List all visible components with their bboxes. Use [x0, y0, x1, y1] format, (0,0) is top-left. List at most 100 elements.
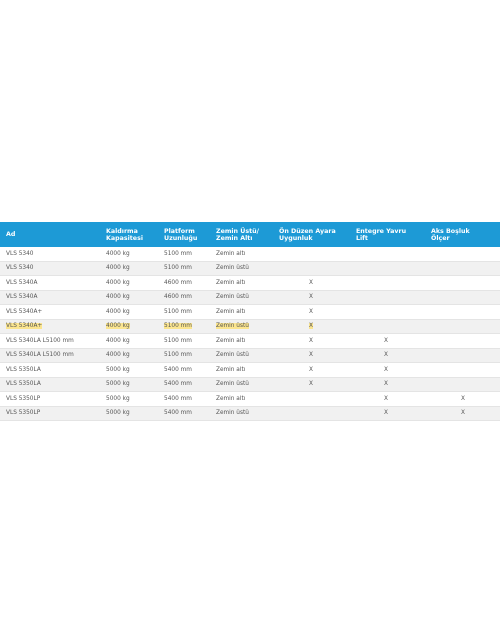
cell-text: Zemin altı [216, 250, 246, 257]
table-cell: VLS 5340 [0, 265, 100, 271]
cell-text: 5000 kg [106, 395, 130, 402]
header-cell: Kaldırma Kapasitesi [106, 227, 143, 242]
cell-text: X [461, 410, 465, 417]
table-cell: 5000 kg [100, 396, 158, 402]
cell-text: Zemin altı [216, 308, 246, 315]
table-row: VLS 5340 4000 kg 5100 mm Zemin altı [0, 247, 500, 262]
table-cell: 4000 kg [100, 265, 158, 271]
table-row: VLS 5340A 4000 kg 4600 mm Zemin altı X [0, 276, 500, 291]
cell-text: X [309, 308, 313, 315]
cell-text: X [384, 410, 388, 417]
table-cell: 5100 mm [158, 338, 210, 344]
table-cell: Zemin üstü [210, 294, 273, 300]
cell-text: VLS 5340LA L5100 mm [6, 352, 74, 359]
cell-text: X [309, 337, 313, 344]
table-row: VLS 5340A+ 4000 kg 5100 mm Zemin altı X [0, 305, 500, 320]
table-cell: X [273, 352, 350, 358]
header-cell: Ad [6, 231, 16, 238]
table-cell: X [350, 396, 425, 402]
cell-text: X [309, 381, 313, 388]
cell-text: VLS 5340A+ [6, 323, 43, 330]
table-cell: Zemin altı [210, 338, 273, 344]
table-cell: Zemin altı [210, 396, 273, 402]
cell-text: X [309, 279, 313, 286]
table-cell: VLS 5340LA L5100 mm [0, 338, 100, 344]
header-cell: Platform Uzunluğu [164, 227, 198, 242]
table-cell: Zemin üstü [210, 381, 273, 387]
table-cell: X [273, 294, 350, 300]
table-cell: VLS 5340LA L5100 mm [0, 352, 100, 358]
table-cell: VLS 5350LA [0, 367, 100, 373]
cell-text: VLS 5340A [6, 279, 38, 286]
table-cell: 4000 kg [100, 323, 158, 330]
cell-text: X [309, 323, 313, 330]
table-cell: 5000 kg [100, 367, 158, 373]
cell-text: X [309, 366, 313, 373]
table-cell: VLS 5340A [0, 294, 100, 300]
cell-text: 4000 kg [106, 250, 130, 257]
table-cell: 5100 mm [158, 265, 210, 271]
table-row: VLS 5350LP 5000 kg 5400 mm Zemin altı X X [0, 392, 500, 407]
cell-text: VLS 5340A+ [6, 308, 43, 315]
table-cell: VLS 5340 [0, 251, 100, 257]
table-cell: 5400 mm [158, 367, 210, 373]
table-cell: X [350, 367, 425, 373]
cell-text: 4600 mm [164, 294, 192, 301]
table-row: VLS 5340LA L5100 mm 4000 kg 5100 mm Zemin ü… [0, 348, 500, 363]
cell-text: X [384, 395, 388, 402]
header-cell: Zemin Üstü/ Zemin Altı [216, 227, 259, 242]
table-cell: X [273, 280, 350, 286]
table-cell: X [350, 352, 425, 358]
table-cell: 5100 mm [158, 323, 210, 330]
table-row: VLS 5340A 4000 kg 4600 mm Zemin üstü X [0, 290, 500, 305]
cell-text: VLS 5350LP [6, 410, 41, 417]
table-row: VLS 5340LA L5100 mm 4000 kg 5100 mm Zemin a… [0, 334, 500, 349]
table-cell: Zemin üstü [210, 352, 273, 358]
cell-text: Zemin üstü [216, 410, 249, 417]
table-cell: VLS 5350LA [0, 381, 100, 387]
table-cell: X [425, 410, 500, 416]
cell-text: 4000 kg [106, 308, 130, 315]
cell-text: Zemin üstü [216, 381, 249, 388]
cell-text: VLS 5340LA L5100 mm [6, 337, 74, 344]
cell-text: 4000 kg [106, 279, 130, 286]
cell-text: Zemin üstü [216, 352, 249, 359]
table-cell: Zemin altı [210, 251, 273, 257]
cell-text: X [384, 366, 388, 373]
table-cell: X [350, 338, 425, 344]
table-row: VLS 5340 4000 kg 5100 mm Zemin üstü [0, 261, 500, 276]
table-cell: 5400 mm [158, 410, 210, 416]
cell-text: 5100 mm [164, 352, 192, 359]
cell-text: 4000 kg [106, 294, 130, 301]
table-cell: 4000 kg [100, 280, 158, 286]
table-cell: X [350, 381, 425, 387]
table-cell: 5100 mm [158, 251, 210, 257]
cell-text: VLS 5350LA [6, 366, 41, 373]
cell-text: X [384, 337, 388, 344]
table-row: VLS 5350LA 5000 kg 5400 mm Zemin üstü X X [0, 377, 500, 392]
table-cell: VLS 5340A+ [0, 309, 100, 315]
table-row: VLS 5350LA 5000 kg 5400 mm Zemin altı X X [0, 363, 500, 378]
table-cell: Zemin altı [210, 309, 273, 315]
table-cell: Zemin üstü [210, 410, 273, 416]
table-cell: 5000 kg [100, 381, 158, 387]
table-cell: Zemin altı [210, 280, 273, 286]
cell-text: 4000 kg [106, 265, 130, 272]
cell-text: 5100 mm [164, 323, 192, 330]
cell-text: X [309, 294, 313, 301]
cell-text: Zemin üstü [216, 265, 249, 272]
cell-text: 5100 mm [164, 250, 192, 257]
cell-text: VLS 5350LP [6, 395, 41, 402]
cell-text: 5400 mm [164, 410, 192, 417]
cell-text: 5000 kg [106, 410, 130, 417]
cell-text: Zemin altı [216, 395, 246, 402]
cell-text: Zemin üstü [216, 323, 249, 330]
header-cell: Entegre Yavru Lift [356, 227, 407, 242]
table-cell: 5400 mm [158, 396, 210, 402]
table-cell: 4000 kg [100, 294, 158, 300]
cell-text: 5400 mm [164, 366, 192, 373]
table-cell: VLS 5350LP [0, 396, 100, 402]
table-cell: 4600 mm [158, 294, 210, 300]
table-row: VLS 5350LP 5000 kg 5400 mm Zemin üstü X X [0, 406, 500, 421]
